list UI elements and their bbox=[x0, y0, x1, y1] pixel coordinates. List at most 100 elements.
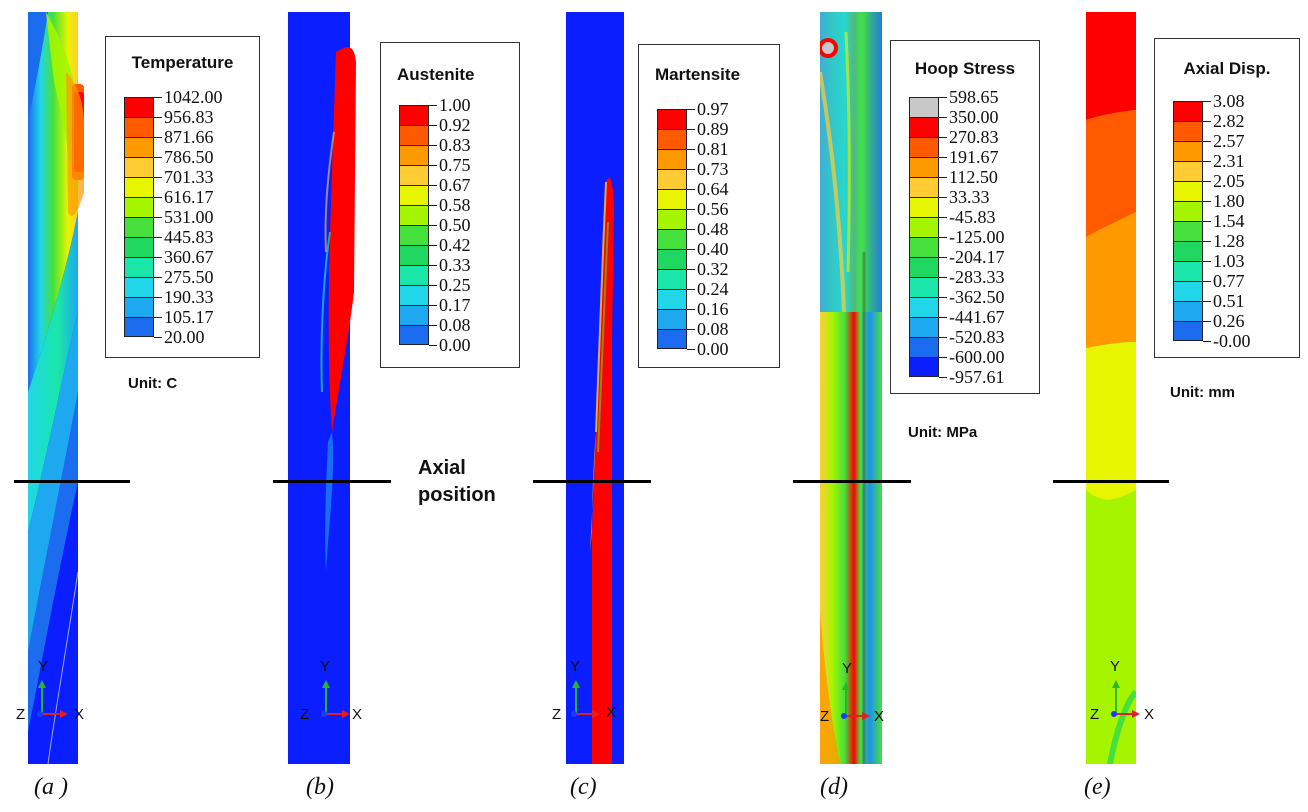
colorbar-segment bbox=[909, 97, 939, 117]
colorbar-segment bbox=[399, 185, 429, 205]
colorbar-segment bbox=[124, 117, 154, 137]
axial-position-text-line1: Axial bbox=[418, 457, 466, 479]
colorbar-segment bbox=[657, 329, 687, 349]
colorbar-segment bbox=[657, 189, 687, 209]
colorbar-tick bbox=[687, 169, 695, 170]
colorbar-segment bbox=[909, 197, 939, 217]
colorbar-tick-label: 1.03 bbox=[1213, 251, 1245, 271]
legend-title: Hoop Stress bbox=[914, 59, 1016, 78]
colorbar-tick-label: 2.31 bbox=[1213, 151, 1245, 171]
colorbar-tick-label: 1.00 bbox=[439, 95, 471, 115]
axial-position-line bbox=[793, 480, 911, 483]
colorbar-tick bbox=[1203, 101, 1211, 102]
axis-y-label: Y bbox=[842, 660, 853, 677]
colorbar-tick bbox=[939, 217, 947, 218]
colorbar-tick bbox=[429, 225, 437, 226]
colorbar-tick bbox=[154, 297, 162, 298]
colorbar-segment bbox=[1173, 101, 1203, 121]
colorbar-tick bbox=[154, 337, 162, 338]
axis-x-label: X bbox=[74, 706, 85, 723]
colorbar-tick-label: 112.50 bbox=[949, 167, 998, 187]
colorbar-tick-label: 956.83 bbox=[164, 107, 214, 127]
colorbar-tick bbox=[154, 197, 162, 198]
colorbar-segment bbox=[909, 337, 939, 357]
colorbar-tick-label: 598.65 bbox=[949, 87, 999, 107]
colorbar-tick-label: 0.83 bbox=[439, 135, 471, 155]
colorbar-tick-label: 0.73 bbox=[697, 159, 729, 179]
colorbar-tick bbox=[687, 149, 695, 150]
colorbar-tick bbox=[154, 97, 162, 98]
triad-arrows-icon bbox=[37, 680, 68, 718]
colorbar-segment bbox=[1173, 241, 1203, 261]
legend-title: Martensite bbox=[655, 65, 741, 84]
colorbar-segment bbox=[909, 277, 939, 297]
triad-arrows-icon bbox=[841, 682, 870, 720]
colorbar-tick bbox=[429, 345, 437, 346]
colorbar-tick bbox=[939, 177, 947, 178]
colorbar-tick bbox=[687, 209, 695, 210]
colorbar-tick bbox=[154, 137, 162, 138]
colorbar-tick-label: 0.42 bbox=[439, 235, 471, 255]
axial-position-line bbox=[1053, 480, 1169, 483]
colorbar-tick bbox=[154, 157, 162, 158]
colorbar-tick-label: 0.75 bbox=[439, 155, 471, 175]
colorbar-segment bbox=[124, 277, 154, 297]
colorbar-tick bbox=[429, 245, 437, 246]
colorbar-segment bbox=[909, 297, 939, 317]
colorbar-segment bbox=[124, 317, 154, 337]
colorbar-tick-label: 350.00 bbox=[949, 107, 999, 127]
colorbar-tick-label: 3.08 bbox=[1213, 91, 1245, 111]
axis-z-label: Z bbox=[820, 708, 830, 725]
colorbar-segment bbox=[399, 245, 429, 265]
colorbar-segment bbox=[399, 105, 429, 125]
colorbar-tick bbox=[429, 325, 437, 326]
colorbar-tick-label: 0.50 bbox=[439, 215, 471, 235]
axial-position-line bbox=[273, 480, 391, 483]
colorbar-tick-label: 0.77 bbox=[1213, 271, 1245, 291]
colorbar-tick bbox=[154, 317, 162, 318]
axis-triad: Y Z X bbox=[818, 660, 898, 725]
colorbar-tick bbox=[154, 217, 162, 218]
colorbar-tick-label: 0.81 bbox=[697, 139, 729, 159]
colorbar-tick-label: -45.83 bbox=[949, 207, 996, 227]
axis-triad: Y Z X bbox=[550, 658, 630, 723]
colorbar-segment bbox=[399, 285, 429, 305]
colorbar-tick-label: 0.25 bbox=[439, 275, 471, 295]
colorbar-tick bbox=[687, 129, 695, 130]
colorbar-tick-label: 0.08 bbox=[697, 319, 729, 339]
colorbar-tick-label: 1.80 bbox=[1213, 191, 1245, 211]
colorbar-tick-label: 2.57 bbox=[1213, 131, 1245, 151]
colorbar-segment bbox=[657, 149, 687, 169]
axis-y-label: Y bbox=[38, 658, 49, 675]
colorbar-tick bbox=[939, 337, 947, 338]
colorbar-tick-label: 0.89 bbox=[697, 119, 729, 139]
colorbar-tick-label: 445.83 bbox=[164, 227, 214, 247]
legend-hoop-stress: Hoop Stress 598.65 350.00 270.83 191.67 112.… bbox=[890, 40, 1040, 394]
contour-strip-austenite bbox=[288, 12, 356, 764]
colorbar-tick-label: -600.00 bbox=[949, 347, 1005, 367]
colorbar-segment bbox=[1173, 141, 1203, 161]
colorbar-segment bbox=[124, 197, 154, 217]
legend-temperature: Temperature 1042.00 956.83 871.66 786.50 701… bbox=[105, 36, 260, 358]
panel-a: Temperature 1042.00 956.83 871.66 786.50 701… bbox=[0, 0, 260, 812]
colorbar-tick bbox=[687, 109, 695, 110]
colorbar-tick-label: 2.05 bbox=[1213, 171, 1245, 191]
axis-x-label: X bbox=[1144, 706, 1155, 723]
colorbar-segment bbox=[909, 317, 939, 337]
colorbar-tick bbox=[1203, 161, 1211, 162]
colorbar-segment bbox=[657, 109, 687, 129]
axis-z-label: Z bbox=[16, 706, 26, 723]
colorbar-tick-label: 871.66 bbox=[164, 127, 214, 147]
colorbar-tick-label: 0.58 bbox=[439, 195, 471, 215]
colorbar-tick-label: 0.17 bbox=[439, 295, 471, 315]
colorbar-tick bbox=[429, 145, 437, 146]
panel-caption: (d) bbox=[820, 774, 848, 800]
colorbar-tick bbox=[1203, 261, 1211, 262]
unit-label: Unit: MPa bbox=[908, 424, 978, 441]
colorbar-tick-label: -204.17 bbox=[949, 247, 1005, 267]
colorbar-tick bbox=[154, 257, 162, 258]
panel-caption: (e) bbox=[1084, 774, 1111, 800]
colorbar-tick bbox=[154, 177, 162, 178]
colorbar-tick bbox=[1203, 201, 1211, 202]
colorbar-tick-label: -520.83 bbox=[949, 327, 1005, 347]
